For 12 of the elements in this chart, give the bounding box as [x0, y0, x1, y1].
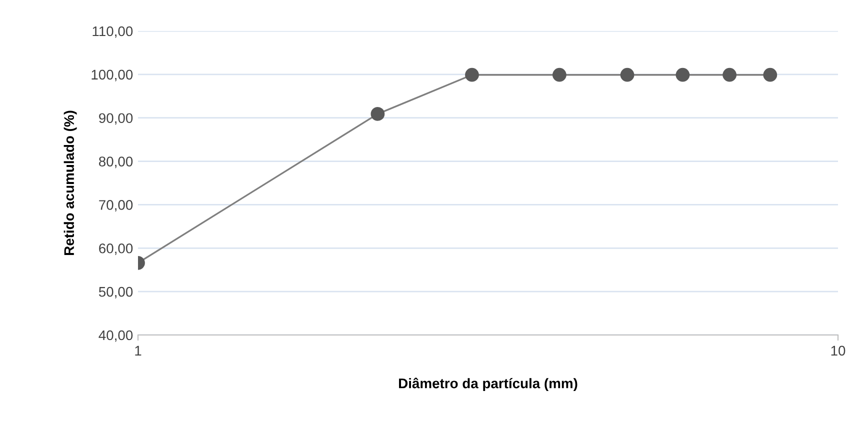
- x-axis-title: Diâmetro da partícula (mm): [399, 378, 578, 392]
- y-tick-label: 110,00: [92, 26, 133, 38]
- y-tick-label: 50,00: [98, 286, 133, 298]
- y-tick-label: 70,00: [99, 200, 133, 212]
- y-tick-label: 90,00: [99, 113, 133, 125]
- y-tick-label: 80,00: [98, 156, 133, 168]
- y-tick-label: 40,00: [98, 330, 133, 342]
- y-axis-title: Retido acumulado (%): [64, 110, 77, 255]
- y-tick-label: 60,00: [99, 243, 133, 255]
- y-tick-label: 100,00: [92, 70, 133, 82]
- x-tick-label: 10: [831, 346, 846, 356]
- x-tick-label: 1: [135, 346, 142, 356]
